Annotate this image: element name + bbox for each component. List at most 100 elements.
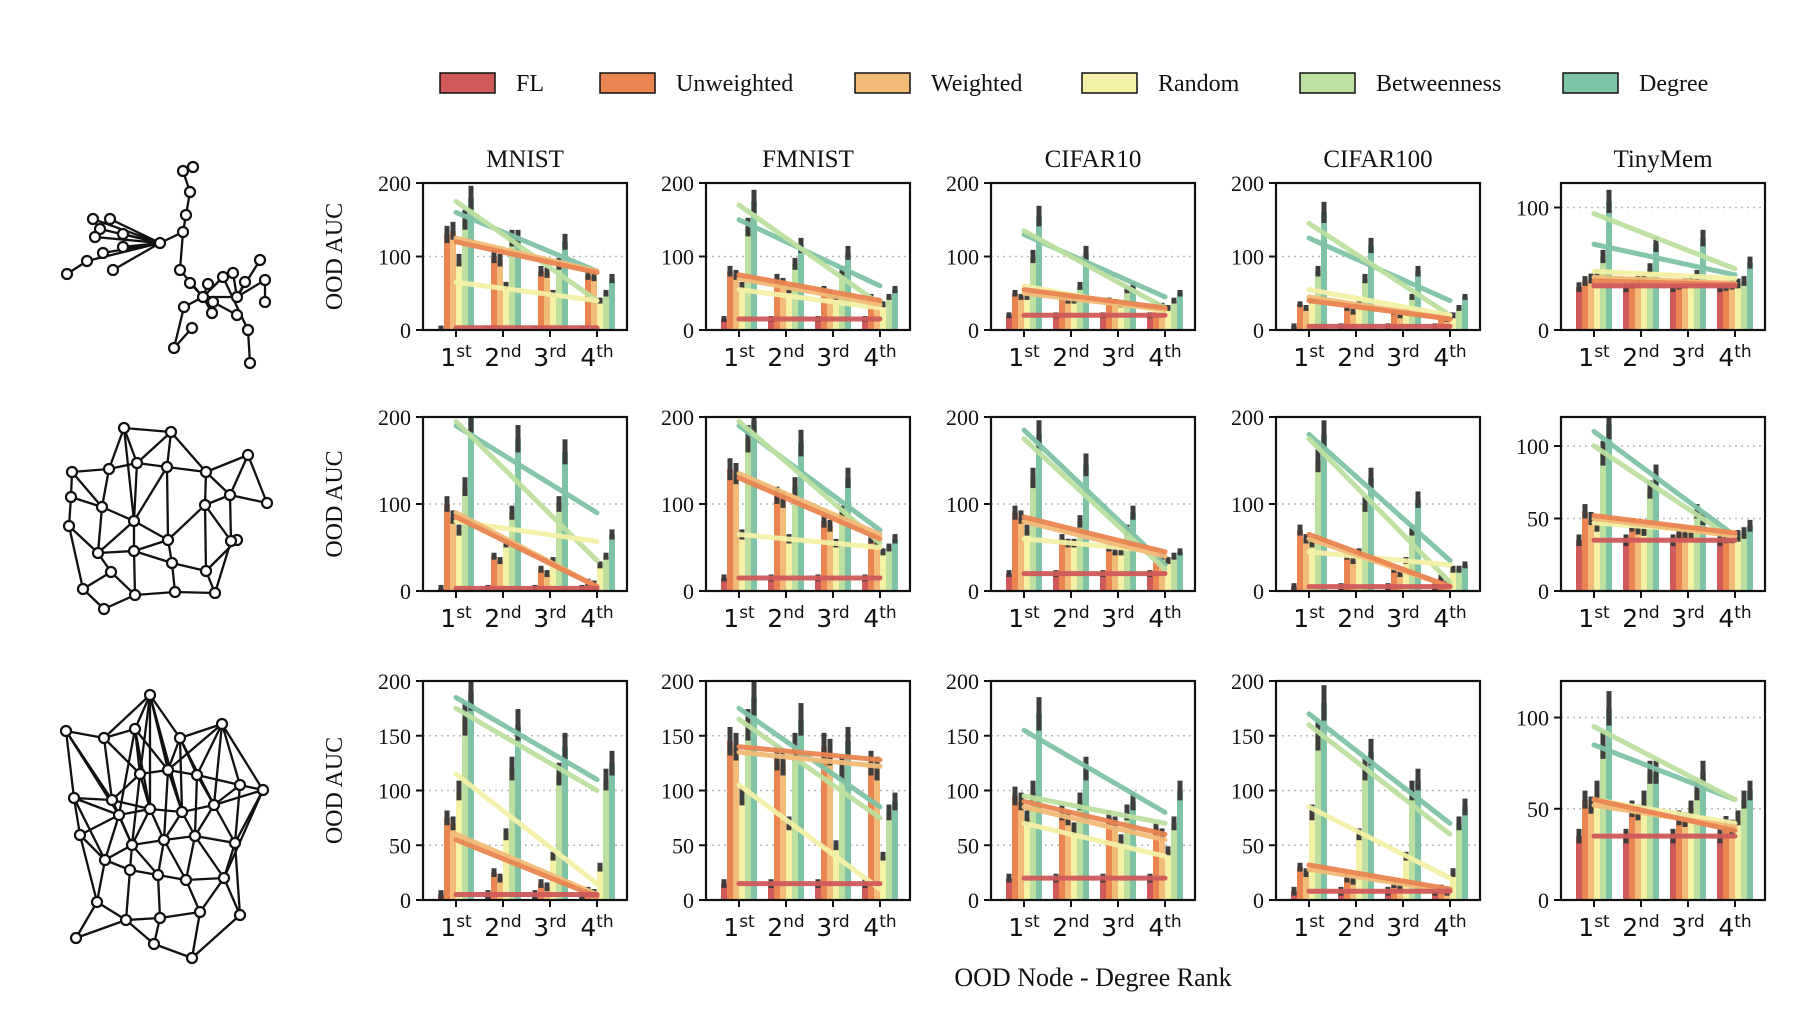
rank-suffix: rd: [1687, 603, 1704, 623]
column-titles: MNIST FMNIST CIFAR10 CIFAR100 TinyMem: [486, 146, 1713, 173]
rank-number: 2: [1622, 913, 1638, 942]
bar-betweenness-1st: [462, 219, 468, 330]
trend-degree: [453, 209, 600, 274]
bar-betweenness-4th: [1456, 569, 1462, 591]
legend-label: Unweighted: [676, 71, 793, 97]
bar-fl-1st: [1576, 287, 1582, 330]
rank-number: 3: [1386, 913, 1402, 942]
xtick-label-2nd: 2nd: [1622, 912, 1659, 942]
ytick-label: 0: [968, 579, 979, 604]
graph-node: [260, 496, 274, 510]
bar-fl-2nd: [768, 318, 774, 330]
bar-fl-3rd: [1670, 836, 1676, 900]
bar-unweighted-1st: [444, 504, 450, 591]
rank-suffix: rd: [832, 603, 849, 623]
figure-xlabel: OOD Node - Degree Rank: [954, 963, 1231, 992]
bar-degree-4th: [892, 538, 898, 591]
graph-node: [256, 783, 270, 797]
axes-frame: [1559, 181, 1767, 332]
bar-fl-1st: [1576, 540, 1582, 591]
bar-random-4th: [1735, 535, 1741, 591]
graph-node: [185, 951, 199, 965]
graph-edge: [172, 306, 186, 349]
legend: FL Unweighted Weighted Random Betweenness Deg…: [439, 71, 1708, 97]
graph-edge: [170, 431, 207, 473]
bar-unweighted-1st: [727, 469, 733, 591]
graph-node: [130, 456, 144, 470]
rank-number: 1: [440, 604, 456, 633]
rank-number: 3: [816, 913, 832, 942]
bar-betweenness-3rd: [839, 512, 845, 591]
graph-node: [196, 290, 210, 304]
graph-edge: [103, 814, 121, 861]
rank-number: 1: [723, 343, 739, 372]
graph-node: [123, 863, 137, 877]
rank-suffix: nd: [1068, 603, 1090, 623]
rank-suffix: rd: [832, 342, 849, 362]
ylabel-row-1: OOD AUC: [322, 450, 348, 557]
rank-suffix: st: [739, 912, 755, 932]
bar-unweighted-2nd: [491, 556, 497, 591]
graph-edge: [103, 737, 141, 775]
bar-fl-1st: [1006, 573, 1012, 591]
rank-suffix: nd: [1638, 912, 1660, 932]
bar-degree-3rd: [1415, 779, 1421, 900]
graph-edge: [162, 839, 188, 881]
graph-node: [199, 465, 213, 479]
graph-node: [206, 295, 220, 309]
column-title-fmnist: FMNIST: [762, 146, 854, 173]
graph-node: [230, 308, 244, 322]
bar-unweighted-1st: [444, 817, 450, 900]
bar-random-1st: [1024, 530, 1030, 591]
graph-node: [67, 791, 81, 805]
xtick-label-4th: 4th: [863, 603, 896, 633]
bar-fl-1st: [721, 883, 727, 900]
bar-random-2nd: [1071, 543, 1077, 591]
bar-weighted-3rd: [1682, 533, 1688, 591]
rank-number: 3: [1386, 604, 1402, 633]
panel-cifar100-row2: 0 50 100 150 200 1st 2nd 3rd 4th: [1231, 669, 1482, 942]
panel-tinymem-row0: 0 100 1st 2nd 3rd 4th: [1516, 181, 1767, 372]
rank-number: 4: [863, 604, 879, 633]
graph-edge: [111, 773, 141, 801]
bar-random-3rd: [833, 845, 839, 900]
bar-unweighted-3rd: [538, 271, 544, 330]
graph-node: [86, 212, 100, 226]
bar-random-2nd: [1071, 828, 1077, 900]
graph-node: [125, 838, 139, 852]
bar-fl-3rd: [815, 318, 821, 330]
bar-random-1st: [1594, 274, 1600, 330]
graph-edge: [167, 723, 223, 771]
xtick-label-1st: 1st: [440, 912, 472, 942]
bar-weighted-2nd: [1065, 817, 1071, 900]
bar-weighted-1st: [1588, 805, 1594, 900]
trend-degree: [1306, 431, 1453, 564]
ytick-label: 0: [400, 318, 411, 343]
bar-random-2nd: [786, 289, 792, 330]
bar-random-1st: [1594, 790, 1600, 900]
rank-number: 4: [1148, 343, 1164, 372]
bar-fl-3rd: [1100, 315, 1106, 330]
ytick-label: 0: [1538, 888, 1549, 913]
graph-edge: [71, 471, 103, 508]
trend-degree: [1591, 742, 1738, 803]
rank-suffix: th: [1449, 912, 1466, 932]
column-title-mnist: MNIST: [486, 146, 564, 173]
bar-fl-4th: [1147, 315, 1153, 330]
rank-suffix: st: [739, 342, 755, 362]
bar-fl-4th: [1147, 573, 1153, 591]
rank-suffix: nd: [1353, 342, 1375, 362]
trend-random: [453, 279, 600, 304]
trend-betweenness: [1306, 722, 1453, 837]
rank-number: 4: [580, 604, 596, 633]
ytick-label: 200: [661, 171, 694, 196]
rank-number: 1: [1008, 913, 1024, 942]
bar-unweighted-2nd: [1059, 812, 1065, 900]
rank-number: 1: [1293, 343, 1309, 372]
trend-unweighted: [736, 272, 883, 304]
trend-unweighted: [1591, 797, 1738, 834]
trend-unweighted: [736, 475, 883, 542]
graph-edge: [122, 232, 161, 245]
rank-number: 2: [1622, 343, 1638, 372]
bar-unweighted-2nd: [491, 872, 497, 900]
